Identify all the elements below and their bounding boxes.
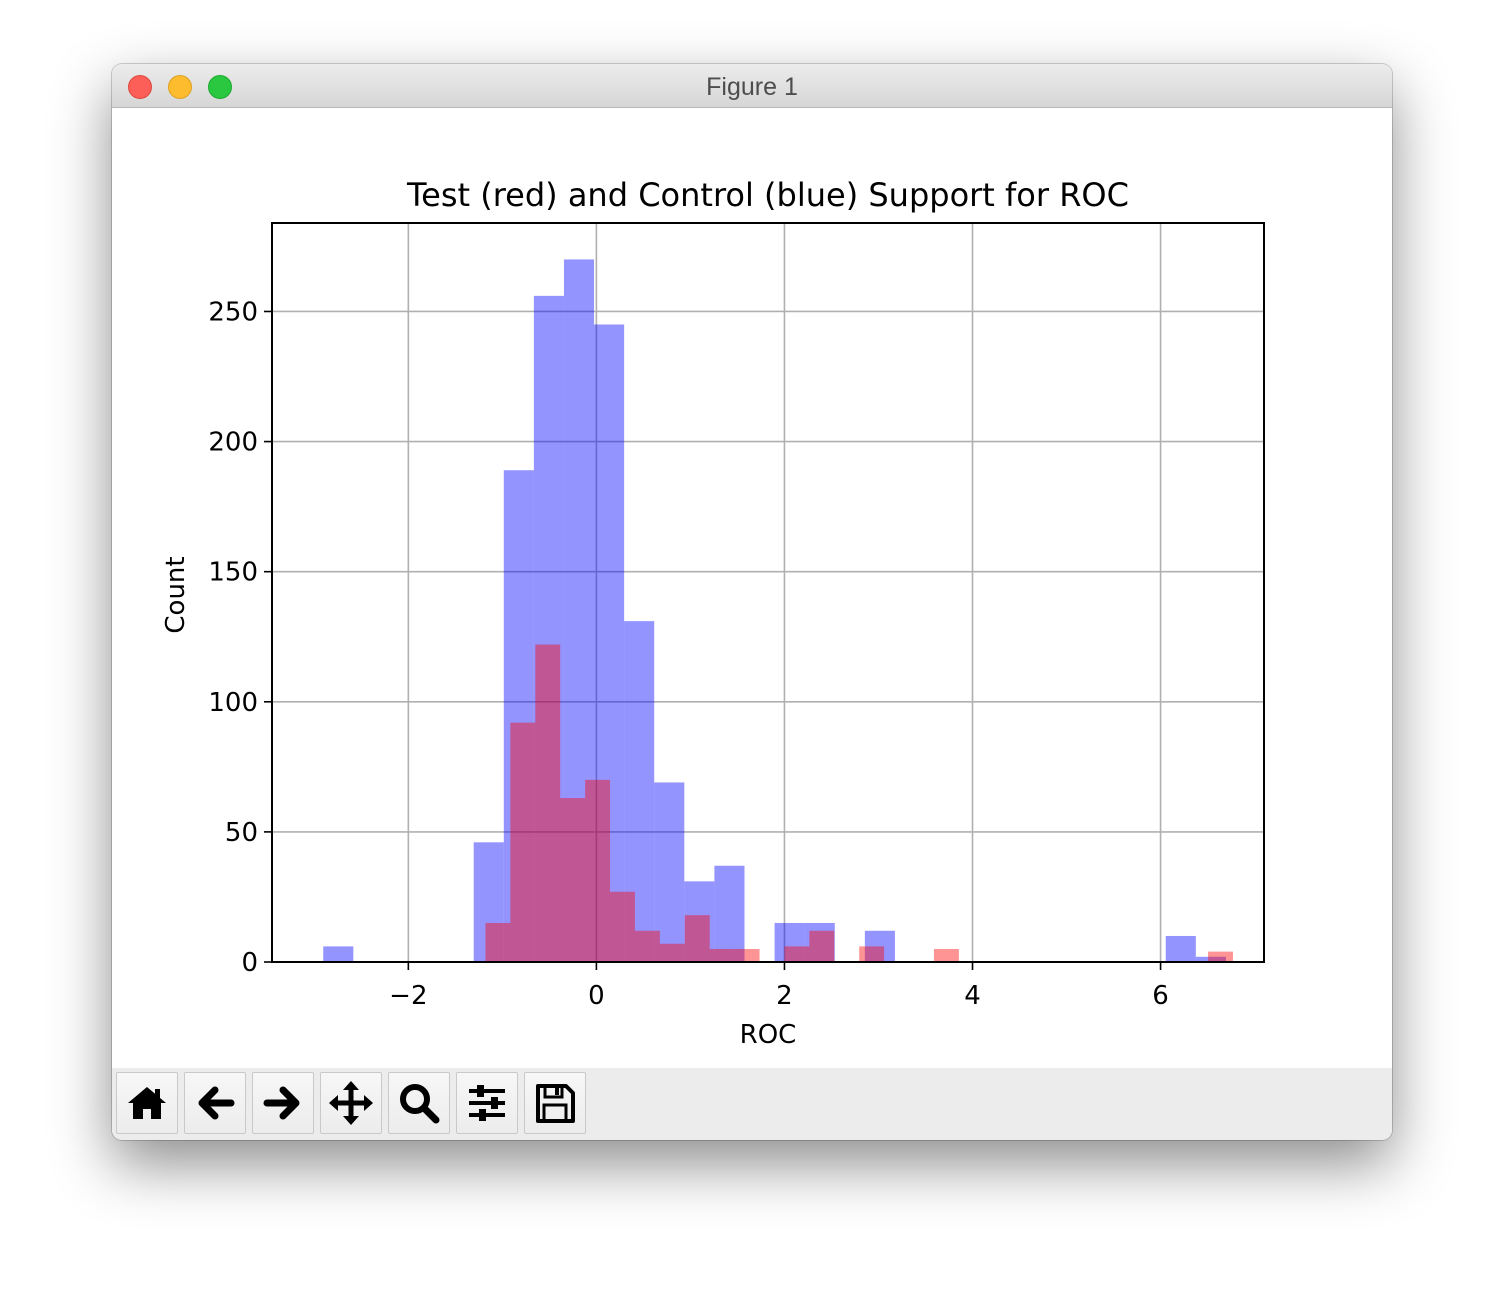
histogram-chart[interactable]: −2 0 2 4 6 0 50 100 150 200 250 Test (red) and Con…: [112, 108, 1392, 1068]
histogram-bar-control: [774, 922, 805, 962]
forward-button[interactable]: [252, 1072, 314, 1134]
pan-button[interactable]: [320, 1072, 382, 1134]
histogram-bar-control: [654, 782, 685, 962]
chart-title: Test (red) and Control (blue) Support fo…: [406, 176, 1129, 214]
histogram-bar-test: [485, 922, 511, 962]
histogram-bar-test: [659, 943, 685, 962]
histogram-bar-control: [864, 930, 895, 962]
window-title: Figure 1: [706, 73, 798, 101]
move-icon: [329, 1081, 373, 1125]
histogram-bar-test: [610, 891, 635, 962]
histogram-bar-test: [510, 722, 536, 962]
y-axis-label: Count: [161, 556, 191, 633]
histogram-bar-test: [709, 948, 735, 962]
sliders-icon: [469, 1085, 505, 1121]
grid-lines: [272, 223, 1264, 963]
histogram-bar-control: [714, 865, 745, 962]
histogram-bar-control: [594, 324, 625, 962]
y-tick-label: 50: [225, 818, 258, 848]
y-tick-label: 200: [208, 428, 258, 458]
x-axis-label: ROC: [740, 1020, 797, 1050]
histogram-bar-control: [563, 259, 595, 962]
y-tick-label: 250: [208, 297, 258, 327]
navigation-toolbar: [112, 1068, 1392, 1140]
zoom-button[interactable]: [388, 1072, 450, 1134]
histogram-bar-test: [560, 798, 586, 962]
x-tick-label: 0: [588, 981, 605, 1011]
magnifier-icon: [400, 1084, 440, 1124]
figure-window: Figure 1 −2 0 2 4 6 0 50 100 150 200 250 Test (red…: [112, 64, 1392, 1140]
title-bar[interactable]: Figure 1: [112, 64, 1392, 108]
arrow-right-icon: [263, 1086, 300, 1120]
floppy-disk-icon: [536, 1084, 575, 1123]
x-tick-label: 4: [964, 981, 981, 1011]
figure-canvas[interactable]: −2 0 2 4 6 0 50 100 150 200 250 Test (red) and Con…: [112, 108, 1392, 1068]
y-tick-label: 150: [208, 558, 258, 588]
x-tick-label: 6: [1152, 981, 1169, 1011]
maximize-button[interactable]: [208, 75, 232, 99]
histogram-bar-test: [1208, 951, 1233, 962]
x-tick-label: −2: [389, 981, 427, 1011]
histogram-bar-control: [1165, 935, 1196, 962]
histogram-bar-control: [1195, 956, 1226, 962]
histogram-bar-control: [533, 295, 564, 963]
histogram-bar-control: [684, 881, 715, 962]
close-button[interactable]: [128, 75, 152, 99]
configure-subplots-button[interactable]: [456, 1072, 518, 1134]
histogram-bar-control: [624, 621, 655, 962]
y-tick-label: 0: [241, 948, 258, 978]
histogram-bar-test: [933, 948, 959, 962]
histogram-bars: [323, 259, 1233, 963]
histogram-bar-test: [734, 948, 760, 962]
histogram-bar-test: [784, 946, 810, 962]
x-tick-label: 2: [776, 981, 793, 1011]
y-tick-label: 100: [208, 688, 258, 718]
home-button[interactable]: [116, 1072, 178, 1134]
histogram-bar-control: [804, 922, 835, 962]
minimize-button[interactable]: [168, 75, 192, 99]
plot-frame: [271, 222, 1265, 963]
histogram-bar-control: [473, 842, 504, 962]
back-button[interactable]: [184, 1072, 246, 1134]
histogram-bar-test: [809, 930, 835, 962]
histogram-bar-test: [634, 930, 660, 962]
histogram-bar-control: [323, 946, 354, 962]
histogram-bar-test: [684, 915, 710, 962]
histogram-bar-test: [859, 946, 885, 962]
save-button[interactable]: [524, 1072, 586, 1134]
home-icon: [128, 1087, 166, 1119]
histogram-bar-test: [535, 644, 561, 962]
axis-ticks: −2 0 2 4 6 0 50 100 150 200 250: [208, 297, 1168, 1011]
arrow-left-icon: [198, 1086, 235, 1120]
histogram-bar-test: [585, 779, 611, 962]
histogram-bar-control: [503, 470, 534, 962]
